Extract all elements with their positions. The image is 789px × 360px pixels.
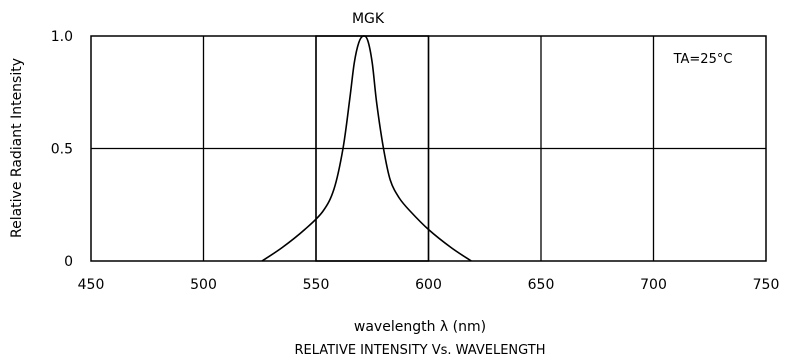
y-tick-label: 1.0 — [51, 29, 73, 45]
x-tick-label: 700 — [640, 277, 667, 293]
highlight-box — [315, 35, 430, 262]
intensity-curve — [261, 35, 472, 262]
temperature-annotation: TA=25°C — [673, 52, 733, 67]
x-tick-label: 650 — [528, 277, 555, 293]
x-tick-labels: 450 500 550 600 650 700 750 — [78, 277, 780, 293]
chart-caption: RELATIVE INTENSITY Vs. WAVELENGTH — [295, 343, 546, 358]
x-axis-label: wavelength λ (nm) — [354, 319, 486, 335]
x-tick-label: 500 — [190, 277, 217, 293]
y-axis-label: Relative Radiant Intensity — [9, 58, 25, 238]
x-tick-label: 450 — [78, 277, 105, 293]
chart-title: MGK — [352, 11, 385, 27]
x-tick-label: 600 — [415, 277, 442, 293]
y-tick-label: 0 — [64, 254, 73, 270]
x-tick-label: 550 — [303, 277, 330, 293]
y-tick-labels: 0 0.5 1.0 — [51, 29, 73, 270]
y-tick-label: 0.5 — [51, 142, 73, 158]
x-tick-label: 750 — [753, 277, 780, 293]
